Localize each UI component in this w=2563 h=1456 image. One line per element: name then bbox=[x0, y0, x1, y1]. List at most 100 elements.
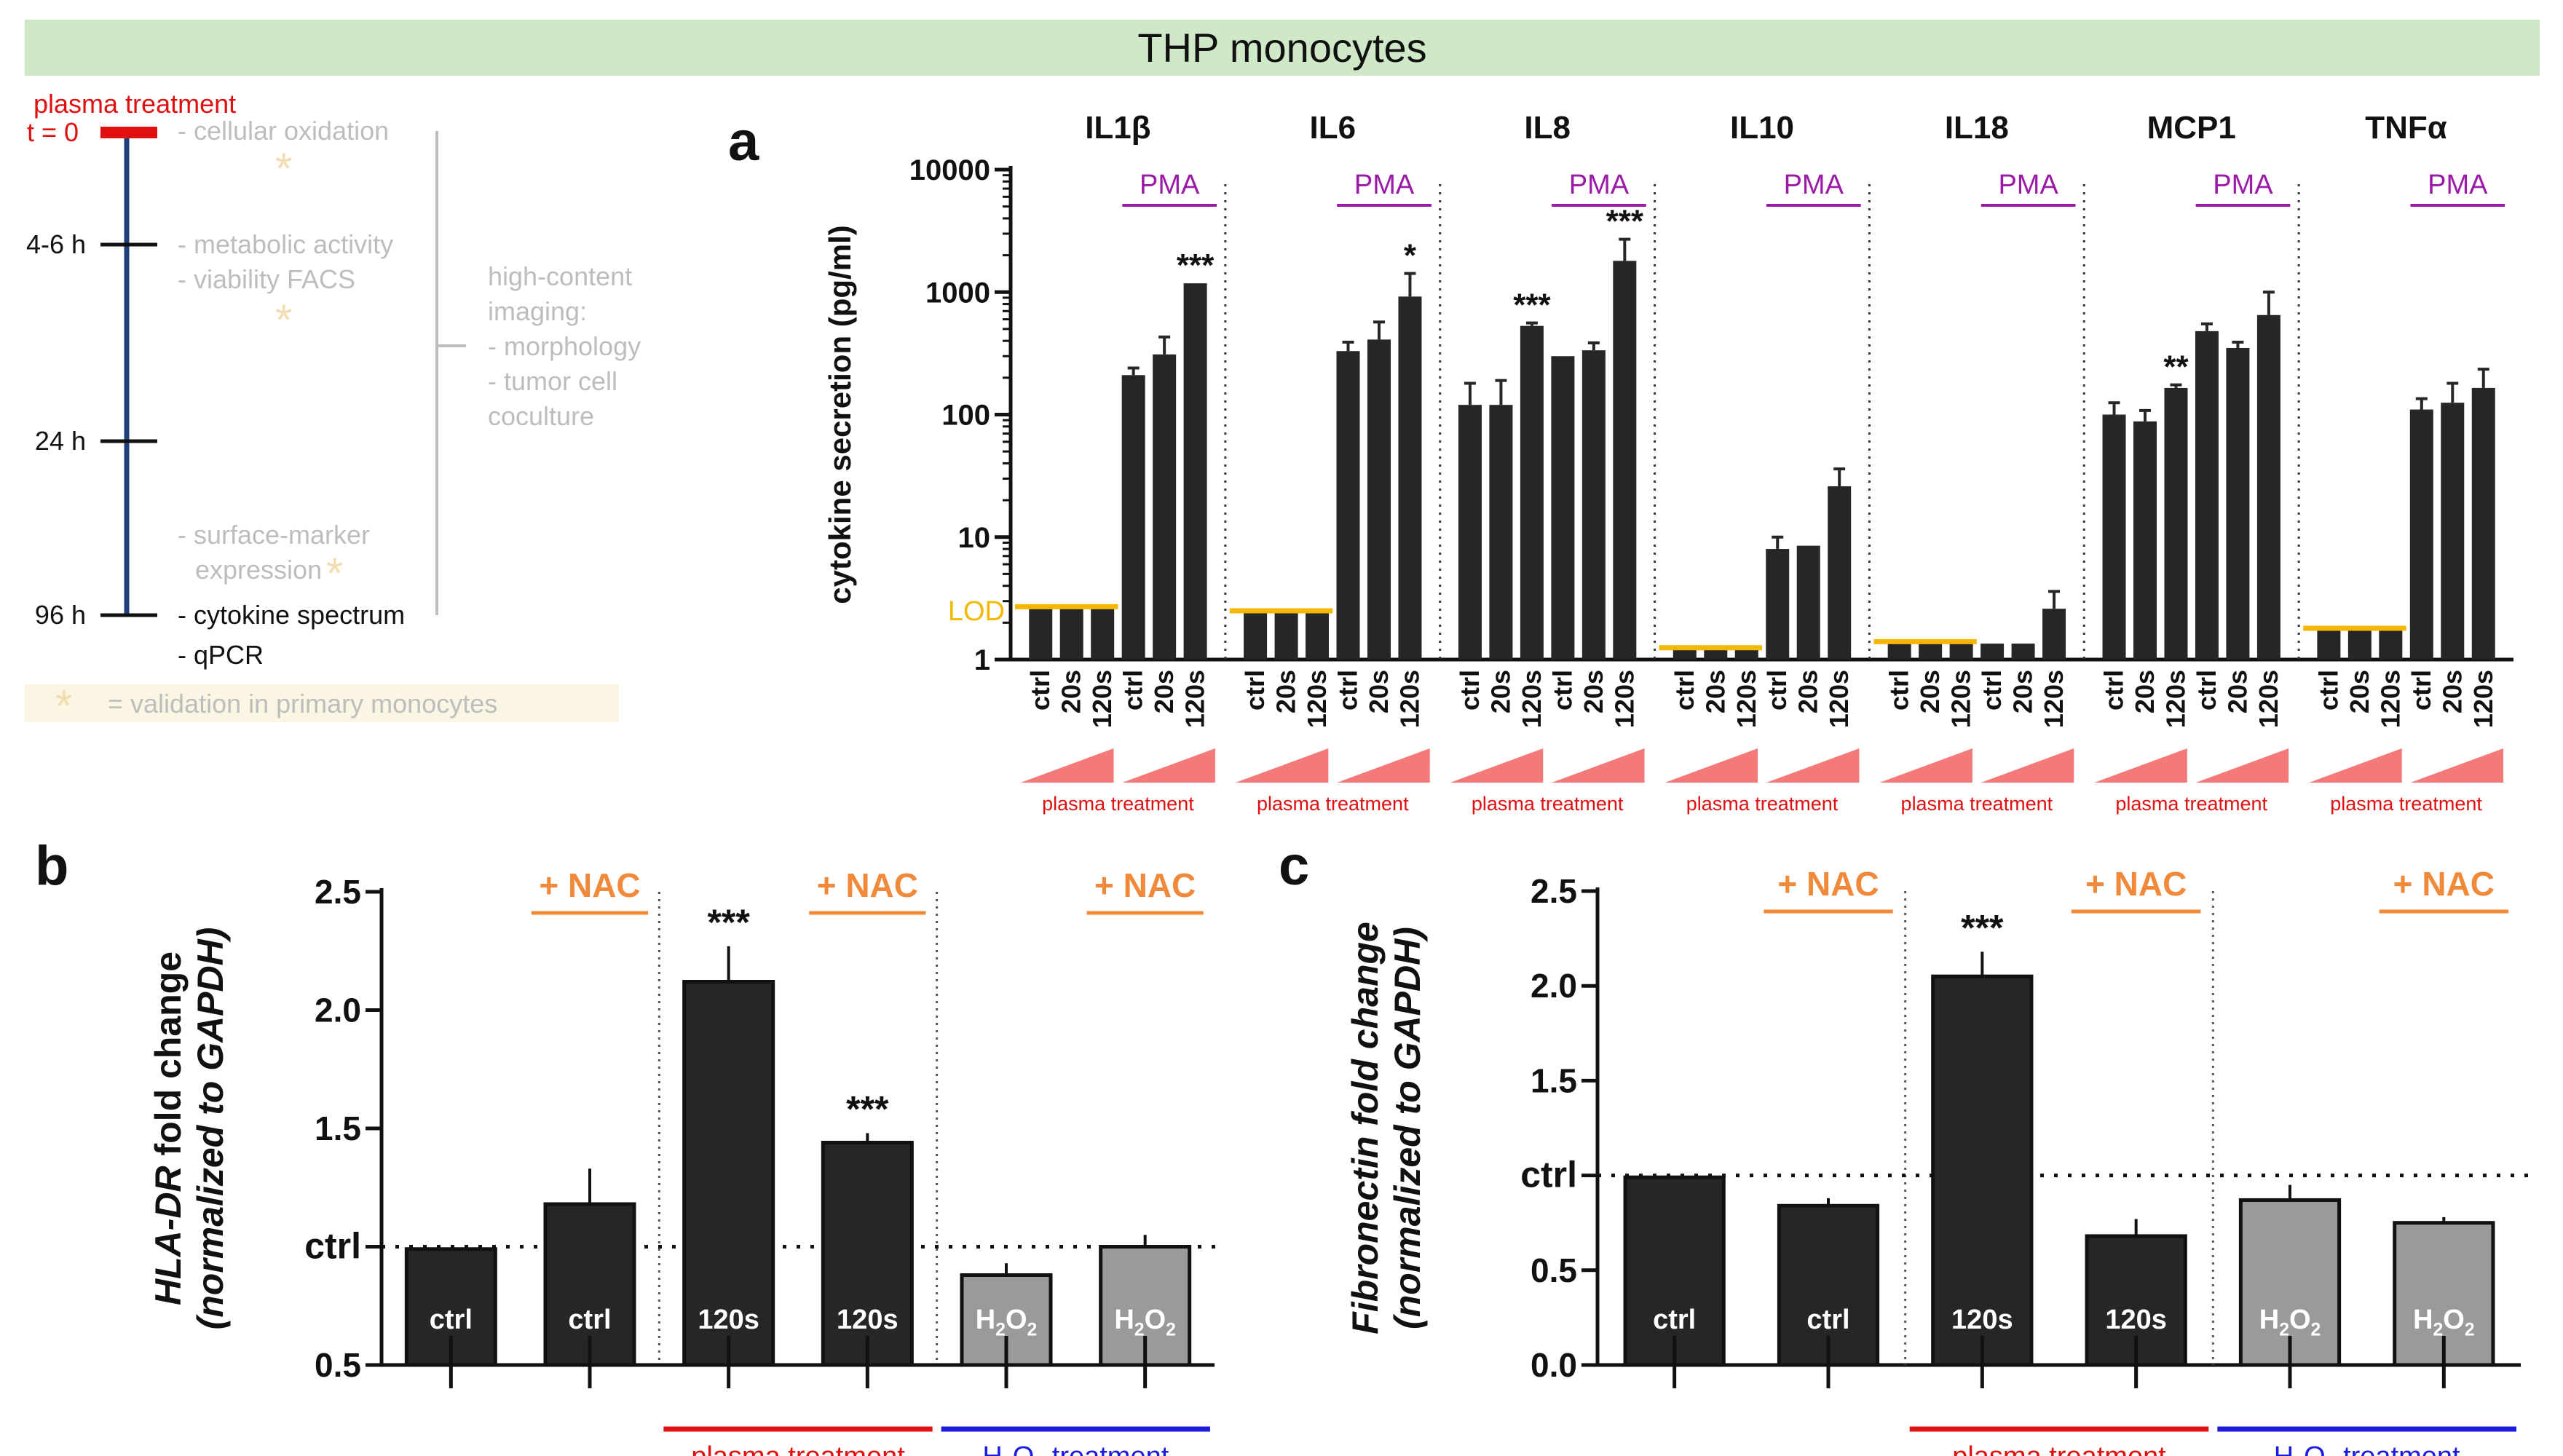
bar bbox=[1336, 351, 1360, 660]
significance-stars: * bbox=[1404, 238, 1417, 274]
bar-label: ctrl bbox=[568, 1305, 611, 1335]
bar-label: H2O2 bbox=[976, 1305, 1037, 1340]
bar bbox=[2347, 630, 2372, 660]
bar-label: H2O2 bbox=[2413, 1305, 2474, 1340]
x-tick-label: 120s bbox=[1731, 670, 1761, 728]
bar bbox=[1551, 356, 1575, 660]
plasma-label: plasma treatment bbox=[691, 1441, 905, 1456]
treatment-ramp bbox=[1337, 748, 1430, 783]
nac-label: + NAC bbox=[2085, 865, 2187, 903]
title-banner: THP monocytes bbox=[25, 20, 2540, 76]
bar bbox=[1887, 644, 1911, 660]
y-tick-label: 2.0 bbox=[315, 992, 361, 1029]
group-title: MCP1 bbox=[2147, 110, 2236, 146]
bar bbox=[1704, 649, 1728, 660]
treatment-ramp bbox=[2195, 748, 2289, 783]
pma-label: PMA bbox=[1569, 170, 1630, 200]
x-tick-label: 20s bbox=[1364, 670, 1394, 713]
bar bbox=[1734, 649, 1758, 660]
h2o2-label: H2O2 treatment bbox=[2274, 1441, 2460, 1456]
treatment-label: plasma treatment bbox=[2330, 793, 2482, 815]
treatment-label: plasma treatment bbox=[1901, 793, 2053, 815]
significance-stars: *** bbox=[846, 1089, 889, 1130]
timeline-item: - cytokine spectrum bbox=[178, 600, 405, 630]
panel-label-a: a bbox=[728, 111, 759, 173]
y-tick-label: 1 bbox=[974, 644, 990, 676]
bar-label: 120s bbox=[698, 1305, 759, 1335]
bar bbox=[2164, 387, 2188, 660]
group-title: IL1β bbox=[1085, 110, 1150, 146]
group-title: IL6 bbox=[1309, 110, 1356, 146]
bar bbox=[2195, 331, 2219, 660]
x-tick-label: 20s bbox=[1579, 670, 1608, 713]
y-axis-label: cytokine secretion (pg/ml) bbox=[823, 225, 857, 604]
bar bbox=[1673, 649, 1697, 660]
significance-stars: *** bbox=[1177, 248, 1215, 283]
x-tick-label: ctrl bbox=[1025, 670, 1055, 711]
timeline-tick-label: 96 h bbox=[35, 600, 86, 630]
nac-label: + NAC bbox=[817, 866, 918, 904]
x-tick-label: ctrl bbox=[1884, 670, 1914, 711]
x-tick-label: 20s bbox=[1915, 670, 1945, 713]
bar bbox=[1931, 974, 2034, 1367]
lod-label: LOD bbox=[948, 596, 1005, 627]
x-tick-label: 120s bbox=[1087, 670, 1117, 728]
bar bbox=[1949, 644, 1973, 660]
y-tick-label: 0.5 bbox=[315, 1346, 361, 1384]
timeline: plasma treatment t = 0 4-6 h 24 h 96 h -… bbox=[25, 89, 641, 730]
treatment-label: plasma treatment bbox=[2115, 793, 2267, 815]
bar bbox=[1367, 339, 1391, 660]
bar bbox=[2133, 421, 2157, 660]
bar bbox=[2226, 347, 2250, 660]
y-tick-label: 10 bbox=[958, 522, 991, 554]
x-tick-label: ctrl bbox=[1977, 670, 2007, 711]
y-tick-label: 1.5 bbox=[1531, 1061, 1577, 1099]
pma-label: PMA bbox=[2428, 170, 2488, 200]
treatment-ramp bbox=[1021, 748, 1114, 783]
bar bbox=[1398, 296, 1422, 660]
x-tick-label: ctrl bbox=[1240, 670, 1270, 711]
hci-text: - tumor cell bbox=[488, 366, 617, 396]
plasma-label: plasma treatment bbox=[1952, 1441, 2166, 1456]
bar-label: ctrl bbox=[1806, 1305, 1849, 1335]
y-axis-label: Fibronectin fold change bbox=[1345, 922, 1386, 1334]
timeline-header: plasma treatment bbox=[33, 89, 236, 119]
y-tick-label: 1000 bbox=[925, 277, 990, 309]
timeline-item: - metabolic activity bbox=[178, 229, 393, 259]
x-tick-label: 120s bbox=[1302, 670, 1332, 728]
x-tick-label: ctrl bbox=[1118, 670, 1148, 711]
timeline-item: - viability FACS bbox=[178, 264, 355, 294]
y-tick-label: ctrl bbox=[1520, 1155, 1577, 1195]
bar bbox=[2317, 630, 2341, 660]
treatment-ramp bbox=[2094, 748, 2187, 783]
bar bbox=[1183, 283, 1207, 660]
y-axis-label: HLA-DR fold change bbox=[148, 951, 189, 1305]
y-tick-label: 0.0 bbox=[1531, 1346, 1577, 1384]
group-title: IL8 bbox=[1524, 110, 1571, 146]
bar bbox=[2011, 644, 2035, 660]
bar bbox=[1489, 405, 1513, 660]
x-tick-label: 20s bbox=[1149, 670, 1179, 713]
x-tick-label: ctrl bbox=[1762, 670, 1792, 711]
bar bbox=[2409, 409, 2433, 660]
bar bbox=[2471, 387, 2495, 660]
h2o2-label: H2O2 treatment bbox=[982, 1441, 1169, 1456]
hci-text: coculture bbox=[488, 401, 594, 431]
bar bbox=[1796, 545, 1820, 660]
treatment-ramp bbox=[2309, 748, 2402, 783]
y-tick-label: 2.5 bbox=[1531, 872, 1577, 910]
x-tick-label: 20s bbox=[1793, 670, 1823, 713]
treatment-label: plasma treatment bbox=[1686, 793, 1839, 815]
significance-stars: *** bbox=[1513, 288, 1551, 323]
group-title: IL18 bbox=[1945, 110, 2009, 146]
hci-text: - morphology bbox=[488, 331, 641, 361]
x-tick-label: 20s bbox=[1271, 670, 1301, 713]
timeline-item: - surface-marker bbox=[178, 520, 370, 550]
bar-label: ctrl bbox=[430, 1305, 473, 1335]
x-tick-label: ctrl bbox=[2099, 670, 2129, 711]
timeline-tick-label: t = 0 bbox=[27, 117, 79, 147]
bar bbox=[1581, 350, 1606, 660]
bar-label: 120s bbox=[1951, 1305, 2013, 1335]
nac-label: + NAC bbox=[539, 866, 640, 904]
